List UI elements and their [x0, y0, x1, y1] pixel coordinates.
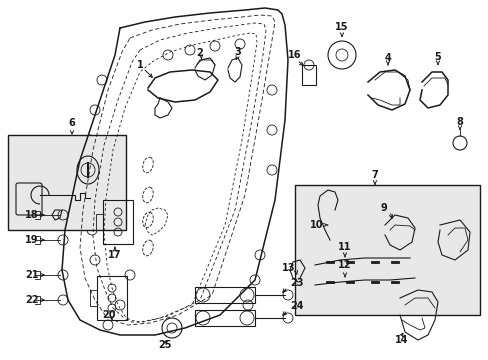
Text: 22: 22: [25, 295, 39, 305]
Text: 9: 9: [380, 203, 386, 213]
Text: 24: 24: [289, 301, 303, 311]
Text: 10: 10: [309, 220, 323, 230]
Text: 20: 20: [102, 310, 116, 320]
Bar: [294, 185, 479, 315]
Bar: [195, 287, 254, 303]
Text: 8: 8: [456, 117, 463, 127]
Text: 3: 3: [234, 47, 241, 57]
Bar: [8, 135, 126, 230]
Text: 11: 11: [338, 242, 351, 252]
Text: 5: 5: [434, 52, 441, 62]
Text: 13: 13: [281, 263, 294, 273]
Bar: [103, 200, 133, 244]
Text: 12: 12: [338, 260, 351, 270]
Text: 21: 21: [25, 270, 39, 280]
Bar: [302, 65, 315, 85]
Text: 15: 15: [335, 22, 348, 32]
Text: 23: 23: [289, 278, 303, 288]
Text: 7: 7: [371, 170, 378, 180]
Text: 1: 1: [136, 60, 143, 70]
Bar: [195, 310, 254, 326]
Text: 2: 2: [196, 48, 203, 58]
Text: 16: 16: [287, 50, 301, 60]
Text: 19: 19: [25, 235, 39, 245]
Text: 14: 14: [394, 335, 407, 345]
Text: 18: 18: [25, 210, 39, 220]
Bar: [97, 276, 127, 320]
Text: 17: 17: [108, 250, 122, 260]
Text: 6: 6: [68, 118, 75, 128]
Text: 4: 4: [384, 53, 390, 63]
Text: 25: 25: [158, 340, 171, 350]
